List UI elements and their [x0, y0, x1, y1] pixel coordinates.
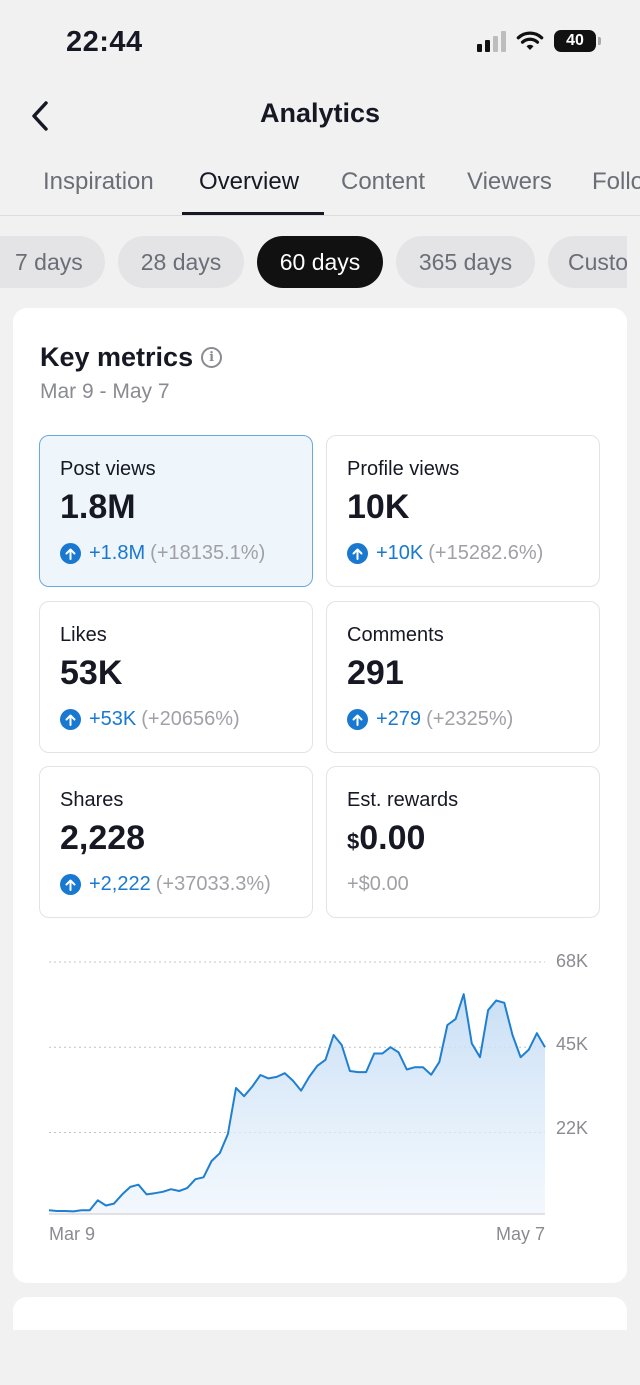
range-chip-28-days[interactable]: 28 days — [118, 236, 244, 288]
date-range-label: Mar 9 - May 7 — [40, 380, 170, 403]
range-chip-7-days[interactable]: 7 days — [0, 236, 105, 288]
post-views-chart: 68K 45K 22K Mar 9 May 7 — [13, 948, 627, 1248]
status-icons: 40 — [477, 30, 601, 52]
metric-value-amount: 0.00 — [359, 819, 426, 857]
metric-label: Post views — [60, 458, 156, 480]
range-chip-custom[interactable]: Custom — [548, 236, 627, 288]
metric-change: +10K (+15282.6%) — [347, 542, 543, 565]
date-range-selector: 7 days 28 days 60 days 365 days Custom — [0, 236, 627, 288]
range-chip-365-days[interactable]: 365 days — [396, 236, 535, 288]
chart-area — [49, 994, 545, 1214]
metric-change: +279 (+2325%) — [347, 708, 513, 731]
tab-inspiration[interactable]: Inspiration — [43, 168, 154, 195]
range-chip-60-days[interactable]: 60 days — [257, 236, 383, 288]
chart-line — [48, 993, 546, 1213]
metric-label: Profile views — [347, 458, 460, 480]
chevron-left-icon — [32, 101, 48, 131]
metric-value: 10K — [347, 488, 410, 526]
metric-change-value: +1.8M — [89, 542, 146, 564]
tab-bar: Inspiration Overview Content Viewers Fol… — [0, 160, 640, 216]
tab-content[interactable]: Content — [341, 168, 426, 195]
metric-comments[interactable]: Comments 291 +279 (+2325%) — [326, 601, 600, 753]
metric-change-value: +$0.00 — [347, 873, 409, 895]
key-metrics-card: Key metrics i Mar 9 - May 7 Post views 1… — [13, 308, 627, 1283]
metric-change-value: +2,222 — [89, 873, 151, 895]
arrow-up-icon — [347, 543, 368, 564]
x-tick-label-start: Mar 9 — [49, 1224, 96, 1244]
back-button[interactable] — [20, 94, 60, 138]
battery-icon: 40 — [554, 30, 601, 52]
metric-value: 2,228 — [60, 819, 146, 857]
currency-symbol: $ — [347, 829, 360, 854]
metric-change-percent: (+18135.1%) — [150, 542, 266, 564]
tab-overview[interactable]: Overview — [199, 168, 300, 195]
status-bar: 22:44 40 — [0, 0, 640, 90]
metric-label: Shares — [60, 789, 124, 811]
y-tick-label: 45K — [556, 1034, 589, 1054]
metric-change-percent: (+37033.3%) — [155, 873, 271, 895]
status-time: 22:44 — [66, 26, 143, 58]
metric-value: 291 — [347, 654, 404, 692]
metric-change: +$0.00 — [347, 873, 409, 896]
metric-value: 53K — [60, 654, 123, 692]
arrow-up-icon — [347, 709, 368, 730]
metric-label: Comments — [347, 624, 444, 646]
page-title: Analytics — [259, 98, 381, 128]
metric-change: +1.8M (+18135.1%) — [60, 542, 265, 565]
next-section-card — [13, 1297, 627, 1330]
metric-post-views[interactable]: Post views 1.8M +1.8M (+18135.1%) — [39, 435, 313, 587]
metric-profile-views[interactable]: Profile views 10K +10K (+15282.6%) — [326, 435, 600, 587]
metric-change-value: +279 — [376, 708, 422, 730]
key-metrics-title: Key metrics i — [40, 342, 223, 373]
metric-change: +2,222 (+37033.3%) — [60, 873, 271, 896]
metric-est-rewards[interactable]: Est. rewards $0.00 +$0.00 — [326, 766, 600, 918]
signal-icon — [477, 30, 506, 52]
metric-change-value: +53K — [89, 708, 137, 730]
key-metrics-heading: Key metrics — [40, 342, 194, 372]
metric-shares[interactable]: Shares 2,228 +2,222 (+37033.3%) — [39, 766, 313, 918]
metric-change-percent: (+15282.6%) — [428, 542, 544, 564]
info-icon[interactable]: i — [201, 347, 223, 368]
chart-svg — [48, 961, 546, 1215]
wifi-icon — [516, 31, 544, 50]
x-tick-label-end: May 7 — [496, 1224, 546, 1244]
metric-likes[interactable]: Likes 53K +53K (+20656%) — [39, 601, 313, 753]
y-tick-label: 68K — [556, 951, 589, 971]
tab-viewers[interactable]: Viewers — [467, 168, 552, 195]
metric-change-percent: (+20656%) — [141, 708, 240, 730]
metric-value: $0.00 — [347, 819, 425, 858]
tab-followers[interactable]: Followers — [592, 168, 640, 195]
metric-value: 1.8M — [60, 488, 136, 526]
arrow-up-icon — [60, 709, 81, 730]
arrow-up-icon — [60, 543, 81, 564]
tab-active-indicator — [182, 212, 324, 215]
metric-label: Est. rewards — [347, 789, 459, 811]
y-tick-label: 22K — [556, 1118, 589, 1138]
metric-label: Likes — [60, 624, 107, 646]
header: Analytics — [0, 88, 640, 144]
metric-change-value: +10K — [376, 542, 424, 564]
metric-change-percent: (+2325%) — [426, 708, 514, 730]
metric-change: +53K (+20656%) — [60, 708, 240, 731]
arrow-up-icon — [60, 874, 81, 895]
